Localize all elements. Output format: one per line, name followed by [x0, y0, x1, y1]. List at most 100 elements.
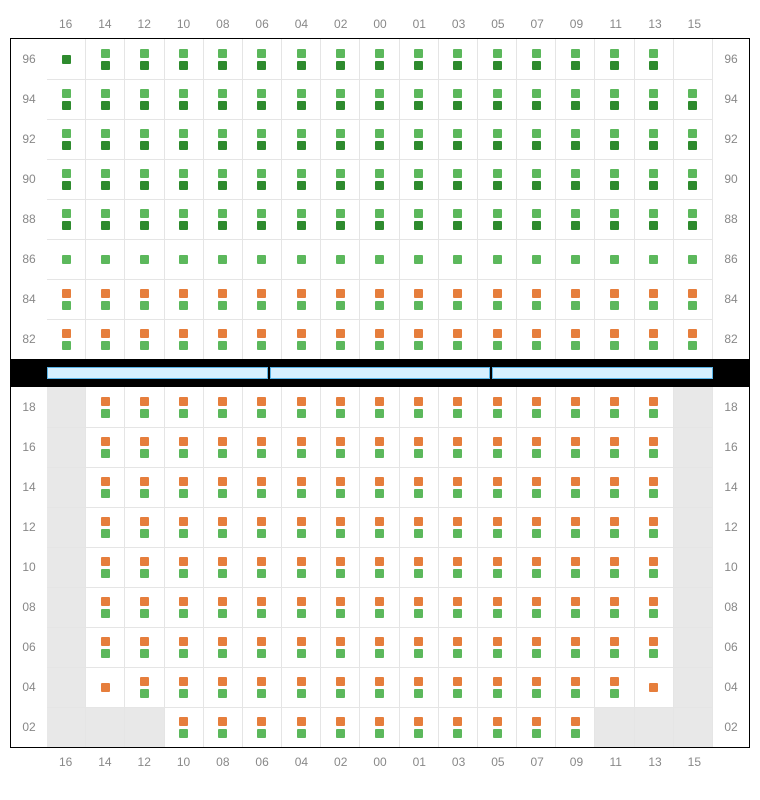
seat-marker[interactable]: [414, 569, 423, 578]
seat-marker[interactable]: [375, 141, 384, 150]
seat-marker[interactable]: [610, 597, 619, 606]
seat-marker[interactable]: [101, 49, 110, 58]
seat-marker[interactable]: [297, 677, 306, 686]
seat-marker[interactable]: [532, 637, 541, 646]
seat-marker[interactable]: [140, 569, 149, 578]
seat-marker[interactable]: [453, 209, 462, 218]
seat-marker[interactable]: [493, 101, 502, 110]
seat-marker[interactable]: [375, 717, 384, 726]
seat-marker[interactable]: [179, 255, 188, 264]
seat-marker[interactable]: [610, 101, 619, 110]
seat-marker[interactable]: [297, 489, 306, 498]
seat-marker[interactable]: [179, 169, 188, 178]
seat-marker[interactable]: [649, 289, 658, 298]
seat-marker[interactable]: [218, 437, 227, 446]
seat-marker[interactable]: [179, 677, 188, 686]
seat-marker[interactable]: [257, 169, 266, 178]
seat-marker[interactable]: [218, 477, 227, 486]
seat-marker[interactable]: [571, 409, 580, 418]
seat-marker[interactable]: [257, 61, 266, 70]
seat-marker[interactable]: [336, 255, 345, 264]
seat-marker[interactable]: [257, 609, 266, 618]
seat-marker[interactable]: [375, 649, 384, 658]
seat-marker[interactable]: [179, 301, 188, 310]
seat-marker[interactable]: [571, 129, 580, 138]
seat-marker[interactable]: [532, 181, 541, 190]
seat-marker[interactable]: [375, 341, 384, 350]
seat-marker[interactable]: [414, 597, 423, 606]
seat-marker[interactable]: [375, 329, 384, 338]
seat-marker[interactable]: [257, 209, 266, 218]
seat-marker[interactable]: [140, 649, 149, 658]
seat-marker[interactable]: [140, 449, 149, 458]
seat-marker[interactable]: [218, 329, 227, 338]
seat-marker[interactable]: [610, 677, 619, 686]
seat-marker[interactable]: [610, 409, 619, 418]
seat-marker[interactable]: [218, 717, 227, 726]
seat-marker[interactable]: [375, 181, 384, 190]
seat-marker[interactable]: [532, 89, 541, 98]
seat-marker[interactable]: [649, 609, 658, 618]
seat-marker[interactable]: [297, 637, 306, 646]
seat-marker[interactable]: [414, 677, 423, 686]
seat-marker[interactable]: [414, 255, 423, 264]
seat-marker[interactable]: [257, 649, 266, 658]
seat-marker[interactable]: [610, 255, 619, 264]
seat-marker[interactable]: [610, 397, 619, 406]
seat-marker[interactable]: [297, 141, 306, 150]
seat-marker[interactable]: [140, 597, 149, 606]
seat-marker[interactable]: [140, 637, 149, 646]
seat-marker[interactable]: [414, 289, 423, 298]
seat-marker[interactable]: [493, 689, 502, 698]
seat-marker[interactable]: [493, 329, 502, 338]
seat-marker[interactable]: [297, 437, 306, 446]
seat-marker[interactable]: [336, 301, 345, 310]
seat-marker[interactable]: [336, 341, 345, 350]
seat-marker[interactable]: [140, 609, 149, 618]
seat-marker[interactable]: [649, 49, 658, 58]
seat-marker[interactable]: [375, 449, 384, 458]
seat-marker[interactable]: [649, 255, 658, 264]
seat-marker[interactable]: [140, 61, 149, 70]
seat-marker[interactable]: [532, 101, 541, 110]
seat-marker[interactable]: [336, 649, 345, 658]
seat-marker[interactable]: [532, 489, 541, 498]
seat-marker[interactable]: [532, 397, 541, 406]
seat-marker[interactable]: [532, 61, 541, 70]
seat-marker[interactable]: [140, 517, 149, 526]
seat-marker[interactable]: [257, 289, 266, 298]
seat-marker[interactable]: [453, 477, 462, 486]
seat-marker[interactable]: [453, 397, 462, 406]
seat-marker[interactable]: [257, 477, 266, 486]
seat-marker[interactable]: [414, 477, 423, 486]
seat-marker[interactable]: [297, 89, 306, 98]
seat-marker[interactable]: [493, 341, 502, 350]
seat-marker[interactable]: [453, 677, 462, 686]
seat-marker[interactable]: [649, 169, 658, 178]
seat-marker[interactable]: [571, 89, 580, 98]
seat-marker[interactable]: [101, 529, 110, 538]
seat-marker[interactable]: [336, 289, 345, 298]
seat-marker[interactable]: [101, 61, 110, 70]
seat-marker[interactable]: [414, 129, 423, 138]
seat-marker[interactable]: [493, 569, 502, 578]
seat-marker[interactable]: [610, 609, 619, 618]
seat-marker[interactable]: [375, 289, 384, 298]
seat-marker[interactable]: [375, 409, 384, 418]
seat-marker[interactable]: [571, 597, 580, 606]
seat-marker[interactable]: [140, 89, 149, 98]
seat-marker[interactable]: [453, 437, 462, 446]
seat-marker[interactable]: [179, 397, 188, 406]
seat-marker[interactable]: [375, 169, 384, 178]
seat-marker[interactable]: [218, 255, 227, 264]
seat-marker[interactable]: [493, 409, 502, 418]
seat-marker[interactable]: [101, 597, 110, 606]
seat-marker[interactable]: [101, 683, 110, 692]
seat-marker[interactable]: [649, 221, 658, 230]
seat-marker[interactable]: [571, 677, 580, 686]
seat-marker[interactable]: [179, 61, 188, 70]
seat-marker[interactable]: [101, 437, 110, 446]
seat-marker[interactable]: [218, 301, 227, 310]
seat-marker[interactable]: [62, 301, 71, 310]
seat-marker[interactable]: [375, 489, 384, 498]
